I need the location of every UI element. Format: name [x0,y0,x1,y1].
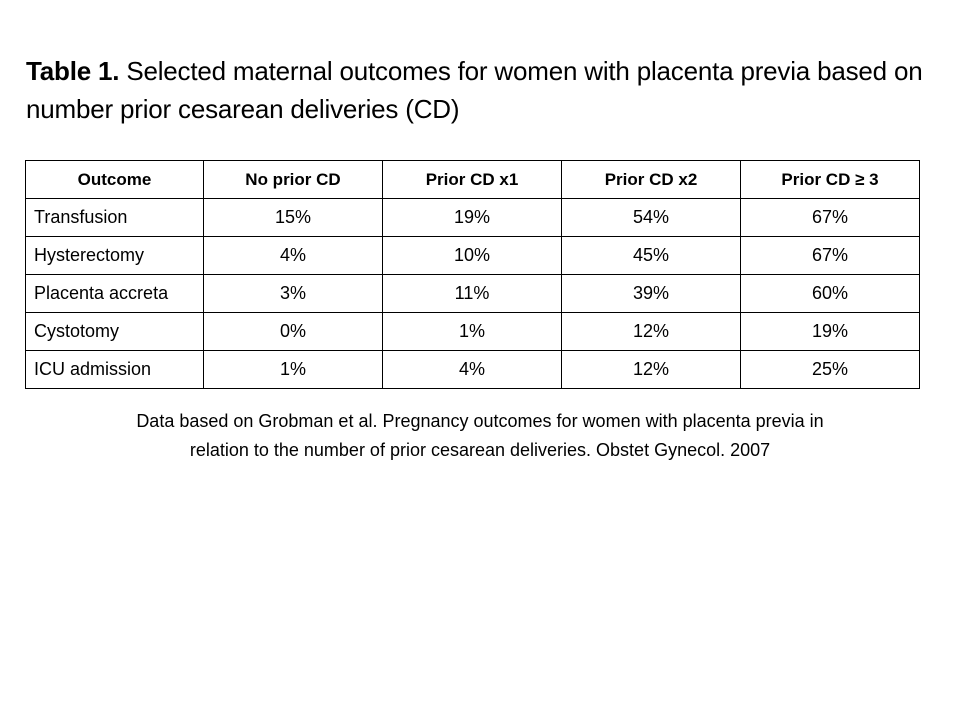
table-cell: 19% [382,198,562,237]
table-cell: 10% [382,236,562,275]
table-cell: 39% [561,274,741,313]
table-row: Transfusion 15% 19% 54% 67% [25,198,920,237]
table-cell: 4% [203,236,383,275]
table-cell: 12% [561,312,741,351]
table-cell: 19% [740,312,920,351]
table-cell: 25% [740,350,920,389]
footnote-line: relation to the number of prior cesarean… [189,440,771,460]
row-label-icu-admission: ICU admission [25,350,204,389]
table-row: Placenta accreta 3% 11% 39% 60% [25,274,920,313]
row-label-cystotomy: Cystotomy [25,312,204,351]
table-row: Hysterectomy 4% 10% 45% 67% [25,236,920,275]
table-header-row: Outcome No prior CD Prior CD x1 Prior CD… [25,160,920,199]
table-cell: 11% [382,274,562,313]
footnote-line: Data based on Grobman et al. Pregnancy o… [136,411,824,431]
table-cell: 0% [203,312,383,351]
column-header-prior-cd-3-plus: Prior CD ≥ 3 [740,160,920,199]
table-row: ICU admission 1% 4% 12% 25% [25,350,920,389]
table-title-prefix: Table 1. [26,56,120,86]
table-cell: 67% [740,198,920,237]
table-cell: 67% [740,236,920,275]
table-cell: 15% [203,198,383,237]
outcomes-table: Outcome No prior CD Prior CD x1 Prior CD… [25,160,920,389]
table-cell: 4% [382,350,562,389]
table-cell: 1% [203,350,383,389]
table-cell: 12% [561,350,741,389]
column-header-prior-cd-x2: Prior CD x2 [561,160,741,199]
source-footnote: Data based on Grobman et al. Pregnancy o… [30,407,930,465]
row-label-transfusion: Transfusion [25,198,204,237]
table-cell: 45% [561,236,741,275]
table-cell: 3% [203,274,383,313]
table-cell: 1% [382,312,562,351]
table-title-text: Selected maternal outcomes for women wit… [26,56,923,124]
table-title: Table 1. Selected maternal outcomes for … [26,52,936,128]
table-cell: 60% [740,274,920,313]
column-header-outcome: Outcome [25,160,204,199]
table-cell: 54% [561,198,741,237]
row-label-placenta-accreta: Placenta accreta [25,274,204,313]
row-label-hysterectomy: Hysterectomy [25,236,204,275]
column-header-prior-cd-x1: Prior CD x1 [382,160,562,199]
column-header-no-prior-cd: No prior CD [203,160,383,199]
table-row: Cystotomy 0% 1% 12% 19% [25,312,920,351]
